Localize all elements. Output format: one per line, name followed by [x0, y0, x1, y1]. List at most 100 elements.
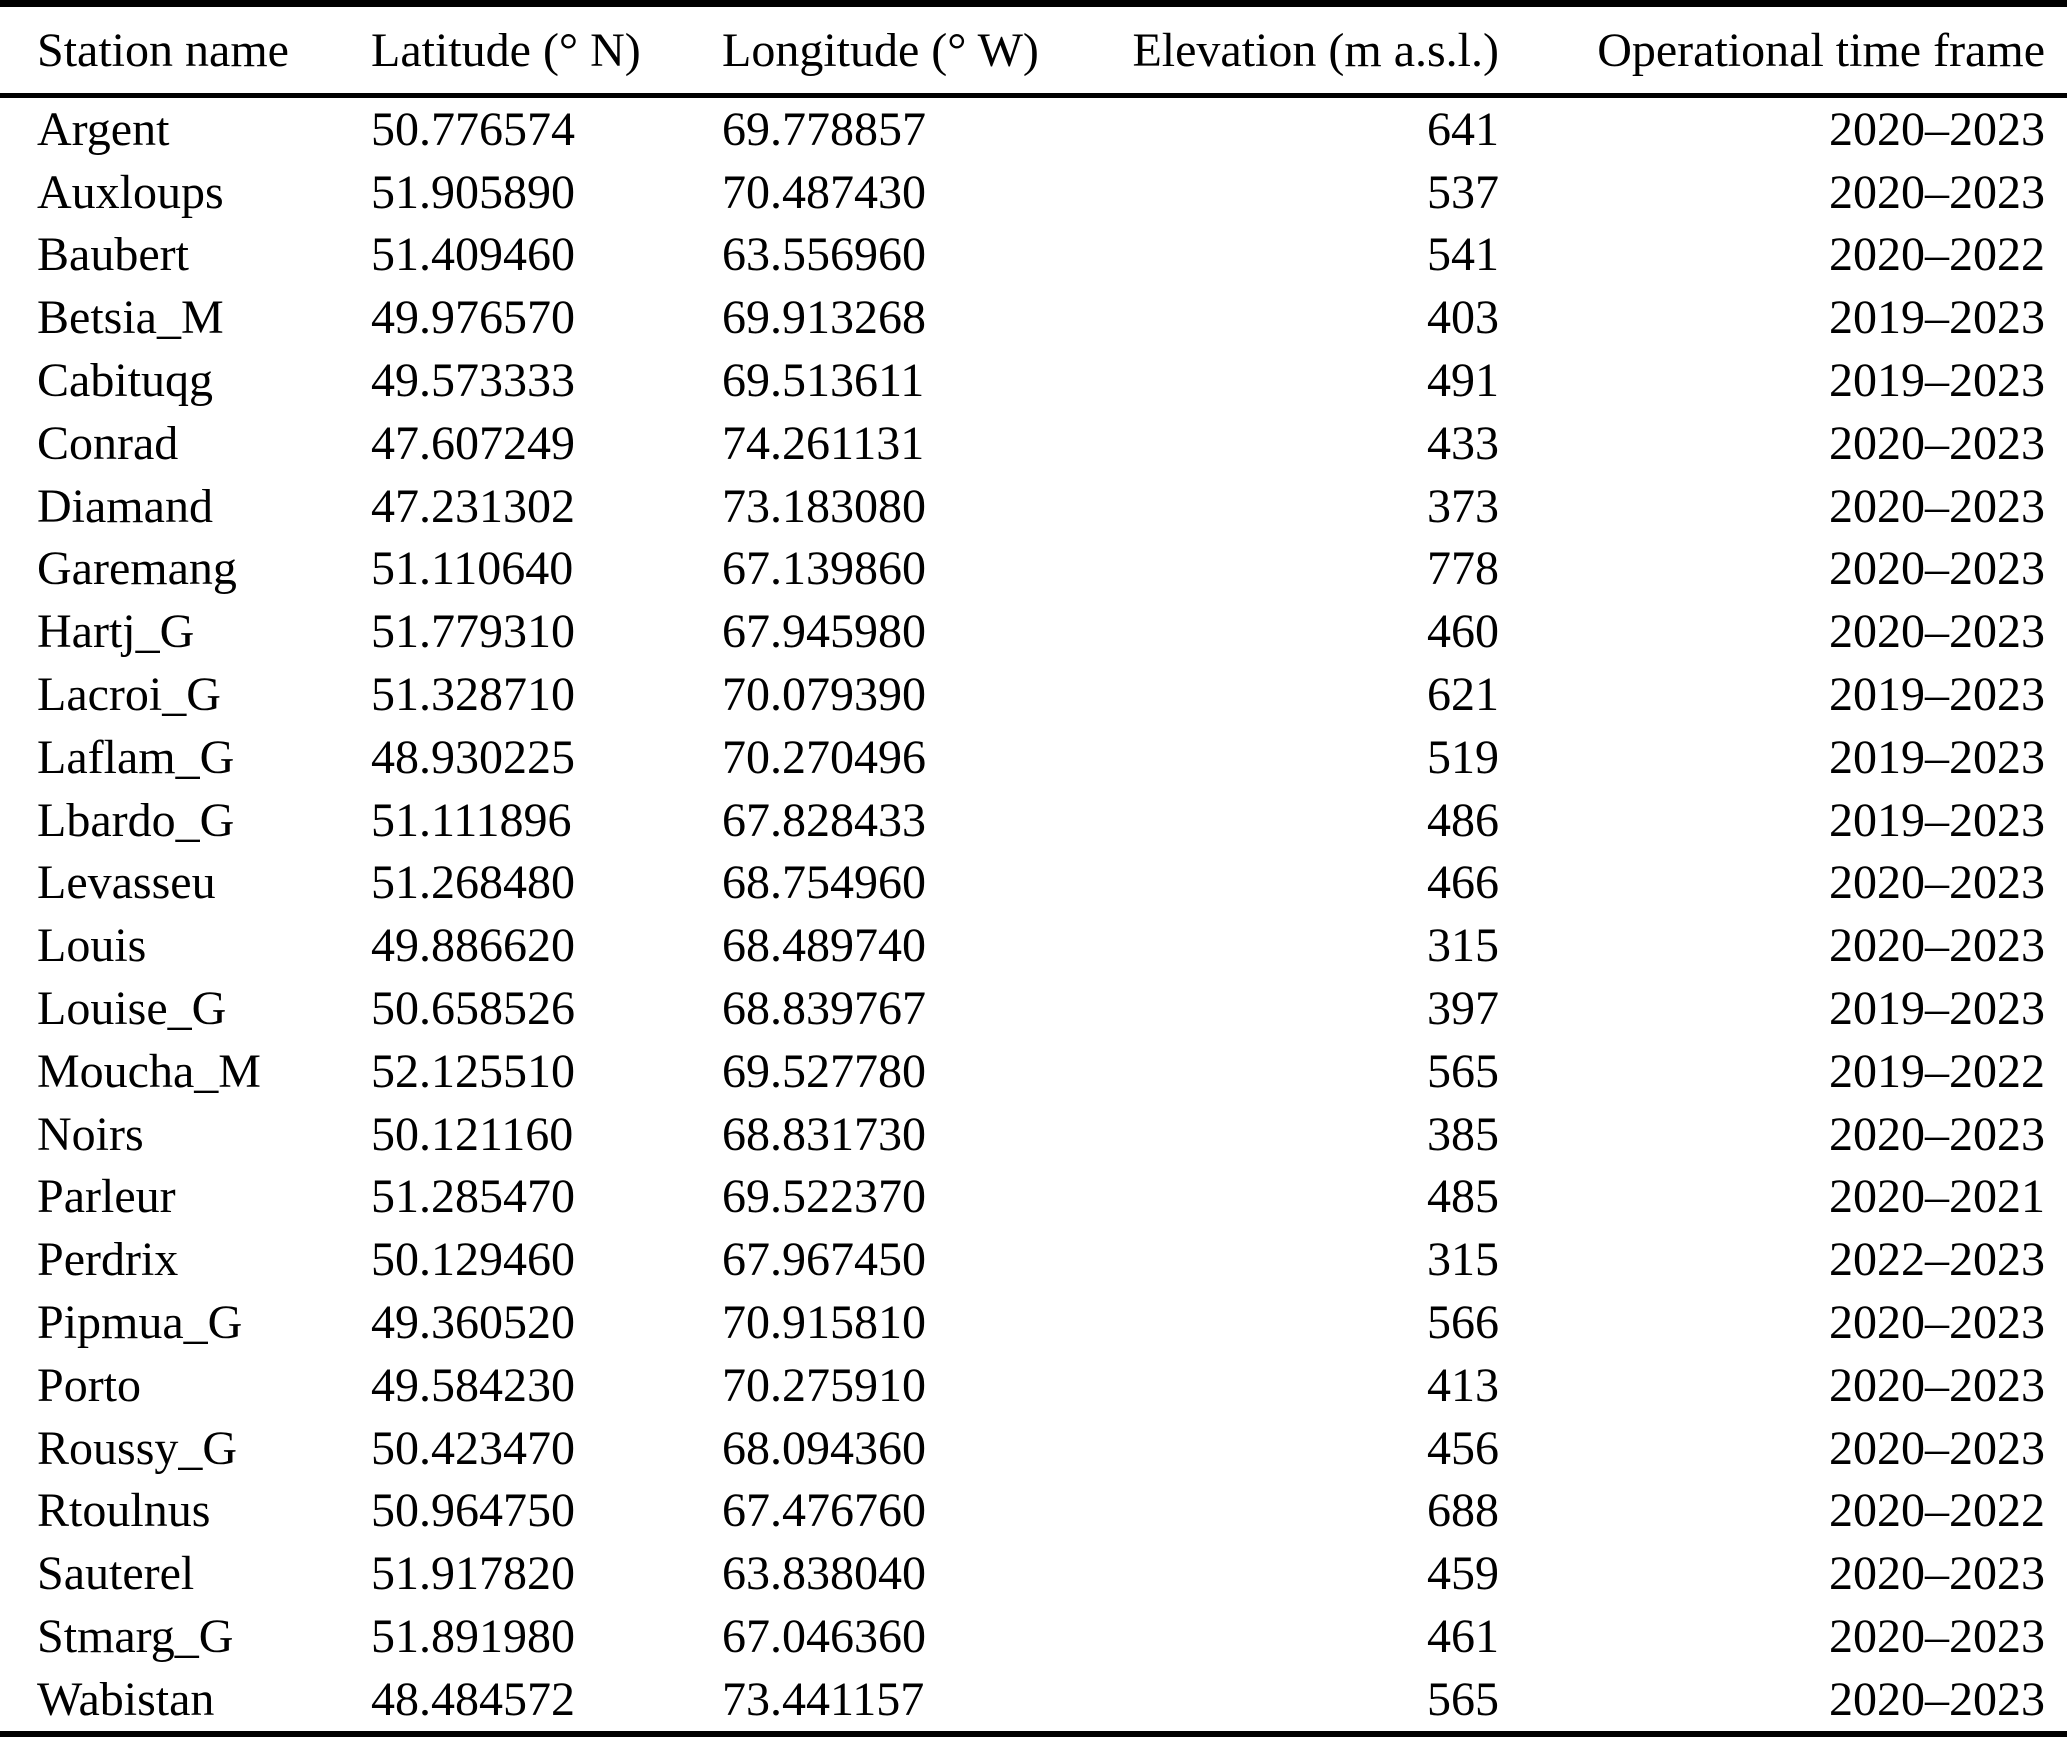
latitude-cell: 50.658526 — [371, 982, 575, 1036]
station-name-cell: Sauterel — [37, 1547, 195, 1601]
table-row: Auxloups 51.905890 70.487430 537 2020–2023 — [0, 161, 2067, 224]
table-row: Diamand 47.231302 73.183080 373 2020–2023 — [0, 475, 2067, 538]
longitude-cell: 70.487430 — [722, 165, 926, 219]
station-name-cell: Conrad — [37, 416, 179, 470]
elevation-cell: 486 — [1427, 793, 1499, 847]
timeframe-cell: 2020–2023 — [1829, 542, 2045, 596]
table-row: Laflam_G 48.930225 70.270496 519 2019–2023 — [0, 726, 2067, 789]
timeframe-cell: 2020–2023 — [1829, 1107, 2045, 1161]
longitude-cell: 67.476760 — [722, 1484, 926, 1538]
station-name-cell: Stmarg_G — [37, 1610, 234, 1664]
station-name-cell: Pipmua_G — [37, 1296, 243, 1350]
longitude-cell: 63.838040 — [722, 1547, 926, 1601]
elevation-cell: 456 — [1427, 1421, 1499, 1475]
latitude-cell: 51.409460 — [371, 228, 575, 282]
table-row: Garemang 51.110640 67.139860 778 2020–2023 — [0, 538, 2067, 601]
table-body: Argent 50.776574 69.778857 641 2020–2023 Auxl… — [0, 96, 2067, 1734]
elevation-cell: 373 — [1427, 479, 1499, 533]
station-name-cell: Laflam_G — [37, 730, 235, 784]
longitude-cell: 68.839767 — [722, 982, 926, 1036]
longitude-cell: 63.556960 — [722, 228, 926, 282]
station-name-cell: Roussy_G — [37, 1421, 238, 1475]
table-row: Porto 49.584230 70.275910 413 2020–2023 — [0, 1354, 2067, 1417]
longitude-cell: 73.183080 — [722, 479, 926, 533]
table-row: Baubert 51.409460 63.556960 541 2020–2022 — [0, 224, 2067, 287]
station-name-cell: Levasseu — [37, 856, 216, 910]
station-name-cell: Wabistan — [37, 1672, 215, 1726]
station-name-cell: Hartj_G — [37, 605, 195, 659]
station-name-cell: Louise_G — [37, 982, 227, 1036]
timeframe-cell: 2020–2023 — [1829, 1610, 2045, 1664]
elevation-cell: 537 — [1427, 165, 1499, 219]
station-name-cell: Cabituqg — [37, 354, 213, 408]
longitude-cell: 67.046360 — [722, 1610, 926, 1664]
table-row: Cabituqg 49.573333 69.513611 491 2019–2023 — [0, 349, 2067, 412]
elevation-cell: 461 — [1427, 1610, 1499, 1664]
station-name-cell: Lacroi_G — [37, 668, 221, 722]
latitude-cell: 49.360520 — [371, 1296, 575, 1350]
station-name-cell: Lbardo_G — [37, 793, 235, 847]
elevation-cell: 466 — [1427, 856, 1499, 910]
station-name-cell: Argent — [37, 102, 170, 156]
latitude-cell: 51.917820 — [371, 1547, 575, 1601]
elevation-cell: 621 — [1427, 668, 1499, 722]
elevation-cell: 397 — [1427, 982, 1499, 1036]
latitude-cell: 51.110640 — [371, 542, 574, 596]
latitude-cell: 47.231302 — [371, 479, 575, 533]
station-name-cell: Auxloups — [37, 165, 224, 219]
longitude-cell: 69.778857 — [722, 102, 926, 156]
latitude-cell: 49.573333 — [371, 354, 575, 408]
timeframe-cell: 2019–2023 — [1829, 982, 2045, 1036]
timeframe-cell: 2019–2023 — [1829, 291, 2045, 345]
table-row: Stmarg_G 51.891980 67.046360 461 2020–2023 — [0, 1605, 2067, 1668]
timeframe-cell: 2020–2023 — [1829, 102, 2045, 156]
longitude-cell: 70.915810 — [722, 1296, 926, 1350]
latitude-cell: 49.886620 — [371, 919, 575, 973]
elevation-cell: 541 — [1427, 228, 1499, 282]
timeframe-cell: 2019–2023 — [1829, 730, 2045, 784]
station-name-cell: Perdrix — [37, 1233, 179, 1287]
latitude-cell: 47.607249 — [371, 416, 575, 470]
timeframe-cell: 2020–2023 — [1829, 1672, 2045, 1726]
longitude-cell: 73.441157 — [722, 1672, 925, 1726]
longitude-cell: 70.079390 — [722, 668, 926, 722]
table-row: Pipmua_G 49.360520 70.915810 566 2020–2023 — [0, 1291, 2067, 1354]
timeframe-cell: 2020–2023 — [1829, 1296, 2045, 1350]
table-row: Rtoulnus 50.964750 67.476760 688 2020–2022 — [0, 1480, 2067, 1543]
timeframe-cell: 2020–2023 — [1829, 919, 2045, 973]
longitude-cell: 70.275910 — [722, 1358, 926, 1412]
elevation-cell: 778 — [1427, 542, 1499, 596]
column-header-elevation: Elevation (m a.s.l.) — [1132, 23, 1499, 77]
latitude-cell: 49.976570 — [371, 291, 575, 345]
elevation-cell: 315 — [1427, 1233, 1499, 1287]
table-row: Sauterel 51.917820 63.838040 459 2020–2023 — [0, 1542, 2067, 1605]
station-name-cell: Parleur — [37, 1170, 176, 1224]
latitude-cell: 51.891980 — [371, 1610, 575, 1664]
station-name-cell: Betsia_M — [37, 291, 224, 345]
elevation-cell: 315 — [1427, 919, 1499, 973]
elevation-cell: 413 — [1427, 1358, 1499, 1412]
column-header-station-name: Station name — [37, 23, 289, 77]
elevation-cell: 519 — [1427, 730, 1499, 784]
latitude-cell: 50.964750 — [371, 1484, 575, 1538]
latitude-cell: 50.423470 — [371, 1421, 575, 1475]
latitude-cell: 49.584230 — [371, 1358, 575, 1412]
table-row: Moucha_M 52.125510 69.527780 565 2019–2022 — [0, 1040, 2067, 1103]
table-row: Parleur 51.285470 69.522370 485 2020–2021 — [0, 1166, 2067, 1229]
longitude-cell: 68.831730 — [722, 1107, 926, 1161]
timeframe-cell: 2019–2023 — [1829, 793, 2045, 847]
timeframe-cell: 2020–2023 — [1829, 479, 2045, 533]
timeframe-cell: 2020–2022 — [1829, 1484, 2045, 1538]
elevation-cell: 566 — [1427, 1296, 1499, 1350]
table-row: Noirs 50.121160 68.831730 385 2020–2023 — [0, 1103, 2067, 1166]
station-name-cell: Diamand — [37, 479, 213, 533]
longitude-cell: 74.261131 — [722, 416, 925, 470]
latitude-cell: 51.905890 — [371, 165, 575, 219]
longitude-cell: 69.527780 — [722, 1044, 926, 1098]
timeframe-cell: 2020–2023 — [1829, 1358, 2045, 1412]
column-header-longitude: Longitude (° W) — [722, 23, 1039, 77]
latitude-cell: 50.121160 — [371, 1107, 574, 1161]
column-header-operational-time-frame: Operational time frame — [1597, 23, 2045, 77]
